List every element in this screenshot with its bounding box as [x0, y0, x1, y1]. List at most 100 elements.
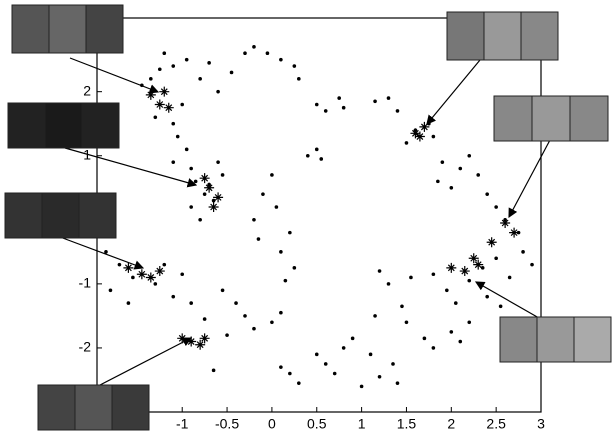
point	[234, 301, 238, 305]
point	[220, 288, 225, 293]
point	[409, 275, 413, 280]
star-point	[123, 262, 134, 273]
point	[162, 262, 167, 267]
y-tick-label: 2	[83, 82, 91, 98]
point	[521, 250, 525, 254]
point	[292, 64, 297, 68]
point	[436, 179, 440, 184]
point	[256, 237, 261, 241]
star-point	[473, 259, 484, 270]
point	[198, 218, 202, 222]
point	[229, 70, 234, 75]
star-point	[145, 272, 156, 283]
point	[153, 115, 158, 120]
star-point	[199, 173, 210, 184]
point	[445, 288, 449, 293]
x-tick-label: -1	[176, 416, 189, 432]
star-point	[195, 339, 206, 350]
point	[449, 330, 454, 334]
point	[180, 272, 185, 277]
point	[341, 346, 346, 350]
face-insets	[4, 4, 612, 431]
point	[211, 198, 216, 203]
point	[171, 121, 176, 126]
point	[171, 294, 176, 299]
point	[243, 51, 247, 56]
x-tick-label: -0.5	[215, 416, 239, 432]
point	[395, 381, 400, 385]
x-tick-label: 0	[268, 416, 276, 432]
point	[270, 320, 274, 325]
star-point	[199, 333, 210, 344]
point	[341, 105, 346, 110]
point	[279, 250, 283, 254]
point	[373, 314, 377, 318]
point	[530, 262, 534, 267]
star-point	[204, 182, 215, 193]
x-tick-label: 0.5	[307, 416, 327, 432]
point	[157, 67, 162, 72]
star-point	[154, 99, 165, 110]
point	[270, 173, 274, 177]
point	[297, 77, 301, 81]
point	[279, 57, 283, 62]
point	[431, 134, 436, 139]
point	[494, 205, 498, 209]
point	[391, 362, 395, 366]
star-point	[446, 262, 457, 273]
point	[458, 166, 463, 171]
point	[180, 102, 185, 107]
point	[252, 45, 256, 49]
point	[377, 374, 382, 379]
face-image	[7, 102, 120, 149]
point	[171, 160, 176, 164]
point	[216, 160, 220, 164]
point	[480, 266, 485, 270]
point	[117, 262, 122, 267]
point	[323, 362, 328, 366]
point	[467, 320, 472, 325]
arrow	[508, 139, 551, 219]
face-image	[493, 95, 609, 142]
y-tick-label: -2	[79, 339, 92, 355]
point	[449, 185, 454, 190]
point	[207, 61, 211, 65]
point	[386, 282, 391, 286]
point	[288, 371, 292, 376]
x-tick-label: 2.5	[486, 416, 506, 432]
point	[149, 77, 153, 81]
point	[507, 275, 512, 280]
point	[314, 352, 319, 357]
point	[422, 336, 427, 341]
point	[485, 294, 489, 299]
point	[104, 250, 108, 254]
point	[467, 153, 472, 158]
point	[279, 310, 283, 315]
point	[108, 288, 113, 293]
star-point	[208, 201, 219, 212]
point	[283, 278, 288, 283]
point	[319, 157, 324, 161]
point	[314, 102, 319, 107]
face-image	[4, 192, 117, 239]
point	[323, 109, 328, 113]
x-tick-label: 3	[537, 416, 545, 432]
point	[220, 173, 225, 177]
point	[467, 278, 472, 283]
arrow	[64, 147, 198, 188]
point	[198, 77, 202, 81]
point	[189, 301, 193, 305]
point	[404, 141, 409, 145]
face-image	[11, 4, 124, 54]
point	[274, 205, 279, 209]
point	[211, 368, 216, 373]
point	[305, 153, 310, 158]
star-point	[459, 266, 470, 277]
arrow	[99, 337, 193, 386]
star-point	[163, 102, 174, 113]
point	[265, 51, 270, 56]
point	[153, 282, 158, 286]
point	[485, 192, 489, 196]
point	[431, 346, 436, 350]
